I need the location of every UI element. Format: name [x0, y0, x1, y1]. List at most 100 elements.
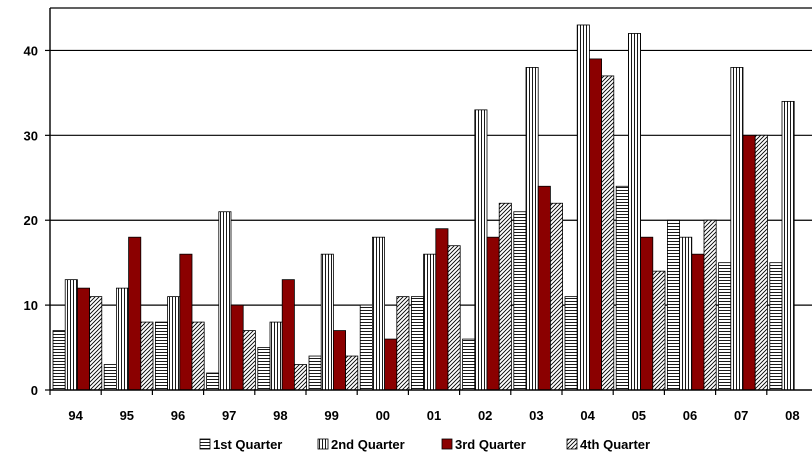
bar-02-2nd-quarter	[474, 109, 488, 391]
bar-03-4th-quarter	[550, 202, 564, 391]
axis-layer: 0 10 20 30 40 94 95 96 97 98 99 00 01 02 03 04 05 06 07 08	[24, 8, 812, 423]
bar-00-4th-quarter	[396, 296, 410, 391]
bar-00-1st-quarter	[359, 304, 373, 391]
bar-98-1st-quarter	[257, 347, 271, 391]
legend-item-4th-quarter: 4th Quarter	[566, 437, 650, 452]
x-tick-label-96: 96	[171, 408, 185, 423]
x-tick-label-06: 06	[683, 408, 697, 423]
legend-item-3rd-quarter: 3rd Quarter	[441, 437, 526, 452]
legend-swatch	[199, 438, 211, 450]
bar-01-3rd-quarter	[435, 228, 449, 391]
x-tick-label-00: 00	[376, 408, 390, 423]
bar-95-3rd-quarter	[128, 236, 142, 391]
y-tick-label-20: 20	[24, 213, 38, 228]
bar-96-4th-quarter	[191, 321, 205, 391]
bar-94-2nd-quarter	[64, 279, 78, 391]
bar-04-4th-quarter	[601, 75, 615, 391]
y-tick-label-30: 30	[24, 128, 38, 143]
bar-04-3rd-quarter	[589, 58, 603, 391]
bar-97-2nd-quarter	[218, 211, 232, 391]
bar-04-2nd-quarter	[576, 24, 590, 391]
x-tick-label-95: 95	[120, 408, 134, 423]
legend-swatch	[566, 438, 578, 450]
bar-97-1st-quarter	[206, 372, 220, 391]
bar-group-05	[615, 33, 666, 391]
x-tick-label-02: 02	[478, 408, 492, 423]
bar-group-00	[359, 236, 410, 391]
y-tick-label-40: 40	[24, 43, 38, 58]
bar-01-1st-quarter	[410, 296, 424, 391]
bar-94-1st-quarter	[52, 330, 66, 391]
x-tick-label-05: 05	[632, 408, 646, 423]
bar-group-02	[462, 109, 512, 391]
bar-95-2nd-quarter	[116, 287, 130, 391]
bar-06-3rd-quarter	[691, 253, 705, 391]
bar-99-3rd-quarter	[332, 330, 346, 391]
x-tick-label-01: 01	[427, 408, 441, 423]
bar-96-3rd-quarter	[179, 253, 193, 391]
bar-group-99	[308, 253, 359, 391]
x-tick-label-99: 99	[324, 408, 338, 423]
y-tick-label-0: 0	[31, 383, 38, 398]
bar-group-94	[52, 279, 103, 391]
bar-06-4th-quarter	[703, 219, 717, 391]
bar-group-04	[564, 24, 615, 391]
x-tick-label-97: 97	[222, 408, 236, 423]
bar-group-97	[206, 211, 256, 391]
bar-96-2nd-quarter	[167, 296, 181, 391]
legend-swatch	[441, 438, 453, 450]
bar-01-2nd-quarter	[423, 253, 437, 391]
bar-group-03	[513, 67, 564, 391]
bar-99-2nd-quarter	[320, 253, 334, 391]
bar-03-3rd-quarter	[537, 185, 551, 391]
bar-03-1st-quarter	[513, 211, 527, 391]
x-tick-label-04: 04	[580, 408, 595, 423]
y-tick-label-10: 10	[24, 298, 38, 313]
legend-label: 2nd Quarter	[331, 437, 405, 452]
legend-label: 3rd Quarter	[455, 437, 526, 452]
bar-04-1st-quarter	[564, 296, 578, 391]
legend-label: 1st Quarter	[213, 437, 282, 452]
bar-group-06	[667, 219, 717, 391]
bar-07-3rd-quarter	[742, 134, 756, 391]
x-tick-label-07: 07	[734, 408, 748, 423]
bar-95-1st-quarter	[103, 364, 117, 391]
legend-item-1st-quarter: 1st Quarter	[199, 437, 282, 452]
bar-94-4th-quarter	[89, 296, 103, 391]
bar-06-1st-quarter	[667, 219, 681, 391]
bar-07-4th-quarter	[754, 134, 768, 391]
bar-group-95	[103, 236, 154, 391]
bar-94-3rd-quarter	[77, 287, 91, 391]
bar-97-4th-quarter	[242, 330, 256, 391]
bar-06-2nd-quarter	[679, 236, 693, 391]
bar-00-2nd-quarter	[371, 236, 385, 391]
bar-99-4th-quarter	[345, 355, 359, 391]
bar-07-1st-quarter	[718, 262, 732, 391]
bar-08-2nd-quarter	[781, 100, 795, 391]
bar-01-4th-quarter	[447, 245, 461, 391]
bar-97-3rd-quarter	[230, 304, 244, 391]
bars-layer	[52, 24, 795, 391]
bar-group-07	[718, 67, 768, 391]
bar-05-4th-quarter	[652, 270, 666, 391]
x-tick-label-03: 03	[529, 408, 543, 423]
bar-group-01	[410, 228, 461, 391]
bar-02-3rd-quarter	[486, 236, 500, 391]
x-tick-label-08: 08	[785, 408, 799, 423]
x-tick-label-98: 98	[273, 408, 287, 423]
bar-05-2nd-quarter	[628, 33, 642, 391]
bar-99-1st-quarter	[308, 355, 322, 391]
legend-item-2nd-quarter: 2nd Quarter	[317, 437, 405, 452]
bar-05-1st-quarter	[615, 185, 629, 391]
bar-95-4th-quarter	[140, 321, 154, 391]
bar-98-3rd-quarter	[281, 279, 295, 391]
bar-00-3rd-quarter	[384, 338, 398, 391]
bar-07-2nd-quarter	[730, 67, 744, 391]
bar-05-3rd-quarter	[640, 236, 654, 391]
legend-swatch	[317, 438, 329, 450]
bar-group-96	[154, 253, 205, 391]
x-tick-label-94: 94	[68, 408, 83, 423]
legend-label: 4th Quarter	[580, 437, 650, 452]
